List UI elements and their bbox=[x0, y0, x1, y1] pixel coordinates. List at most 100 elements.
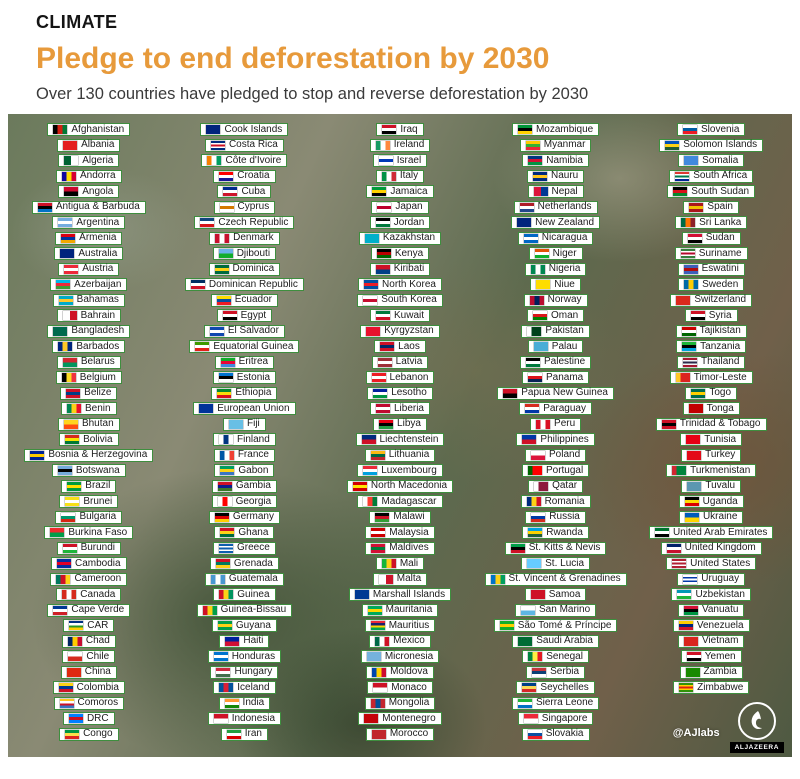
country-chip: Malaysia bbox=[365, 526, 435, 539]
country-name: Egypt bbox=[240, 309, 267, 321]
country-chip: Mongolia bbox=[364, 696, 436, 710]
country-name: Equatorial Guinea bbox=[213, 340, 294, 352]
flag-icon bbox=[380, 342, 395, 351]
flag-icon bbox=[525, 404, 540, 413]
country-name: Brazil bbox=[85, 480, 111, 491]
country-chip: Barbados bbox=[52, 340, 126, 353]
country-chip: Nepal bbox=[527, 185, 584, 198]
country-name: Kiribati bbox=[393, 263, 425, 274]
country-name: Slovakia bbox=[545, 728, 584, 739]
flag-icon bbox=[367, 605, 382, 615]
country-name: Canada bbox=[80, 588, 116, 600]
country-chip: Syria bbox=[684, 309, 738, 322]
country-chip: Congo bbox=[59, 727, 119, 741]
country-chip: St. Vincent & Grenadines bbox=[484, 572, 627, 586]
country-chip: Botswana bbox=[51, 464, 126, 477]
country-chip: Ukraine bbox=[678, 510, 744, 524]
country-chip: Myanmar bbox=[519, 138, 592, 152]
country-name: Kazakhstan bbox=[382, 232, 436, 243]
country-chip: Austria bbox=[58, 262, 120, 276]
flag-icon bbox=[675, 171, 690, 181]
country-chip: Thailand bbox=[677, 355, 746, 369]
flag-icon bbox=[219, 450, 234, 460]
country-chip: Iran bbox=[220, 727, 268, 741]
country-chip: Antigua & Barbuda bbox=[31, 200, 146, 214]
country-chip: Cambodia bbox=[51, 557, 127, 570]
country-chip: Haiti bbox=[219, 634, 270, 648]
country-chip: Jordan bbox=[369, 216, 431, 229]
flag-icon bbox=[682, 342, 697, 351]
flag-icon bbox=[216, 295, 231, 305]
country-name: Kenya bbox=[394, 247, 424, 259]
country-name: Hungary bbox=[234, 666, 273, 677]
flag-icon bbox=[686, 652, 701, 661]
flag-icon bbox=[215, 233, 230, 243]
country-name: Bosnia & Herzegovina bbox=[48, 449, 148, 460]
country-chip: Cuba bbox=[217, 185, 272, 198]
country-chip: Trinidad & Tobago bbox=[655, 417, 767, 431]
country-name: Bolivia bbox=[83, 433, 113, 445]
country-name: Georgia bbox=[235, 495, 272, 507]
country-name: Costa Rica bbox=[228, 139, 278, 150]
country-chip: United Arab Emirates bbox=[648, 526, 774, 539]
country-chip: Dominican Republic bbox=[184, 278, 304, 291]
flag-icon bbox=[64, 264, 79, 274]
country-chip: Pakistan bbox=[521, 324, 590, 338]
country-name: Namibia bbox=[546, 154, 583, 166]
country-name: Marshall Islands bbox=[372, 588, 446, 600]
country-chip: Philippines bbox=[516, 433, 595, 446]
country-column-1: Afghanistan Albania Algeria Andorra Angola An… bbox=[11, 123, 167, 757]
background-photo: Afghanistan Albania Algeria Andorra Angola An… bbox=[8, 114, 792, 757]
flag-icon bbox=[517, 218, 532, 227]
flag-icon bbox=[225, 636, 240, 646]
flag-icon bbox=[65, 497, 80, 506]
country-name: Saudi Arabia bbox=[536, 635, 593, 646]
country-chip: Grenada bbox=[209, 557, 279, 570]
country-name: São Tomé & Príncipe bbox=[517, 619, 612, 631]
country-column-4: Mozambique Myanmar Namibia Nauru Nepal Nether… bbox=[478, 123, 634, 757]
country-name: Botswana bbox=[75, 464, 120, 476]
country-chip: Iceland bbox=[213, 681, 276, 694]
country-name: Nicaragua bbox=[541, 232, 588, 243]
country-chip: Australia bbox=[54, 247, 124, 260]
country-name: Bangladesh bbox=[71, 325, 125, 336]
flag-icon bbox=[510, 543, 525, 553]
country-name: European Union bbox=[217, 402, 290, 414]
country-name: South Africa bbox=[693, 170, 748, 181]
country-name: Portugal bbox=[545, 464, 584, 476]
country-name: Mongolia bbox=[388, 697, 430, 708]
flag-icon bbox=[684, 497, 699, 506]
country-chip: Albania bbox=[57, 138, 121, 152]
flag-icon bbox=[229, 419, 243, 429]
flag-icon bbox=[213, 714, 228, 723]
country-name: Eswatini bbox=[701, 263, 739, 274]
country-chip: Samoa bbox=[524, 588, 587, 601]
flag-icon bbox=[220, 357, 235, 367]
country-name: Malta bbox=[396, 573, 422, 584]
country-name: Syria bbox=[708, 309, 732, 321]
flag-icon bbox=[220, 466, 235, 475]
country-chip: Somalia bbox=[678, 154, 745, 167]
country-chip: Tuvalu bbox=[681, 479, 742, 493]
country-chip: Nauru bbox=[526, 169, 585, 183]
country-chip: Guinea bbox=[213, 588, 276, 601]
country-chip: Guinea-Bissau bbox=[196, 603, 293, 617]
country-chip: United Kingdom bbox=[660, 541, 762, 555]
flag-icon bbox=[376, 249, 391, 258]
flag-icon bbox=[525, 140, 540, 150]
country-chip: Fiji bbox=[223, 417, 266, 431]
flag-icon bbox=[366, 326, 381, 336]
flag-icon bbox=[683, 636, 698, 646]
country-name: France bbox=[237, 449, 269, 460]
country-name: San Marino bbox=[539, 604, 591, 615]
country-name: Israel bbox=[396, 154, 422, 166]
country-chip: Montenegro bbox=[358, 712, 442, 725]
flag-icon bbox=[375, 311, 390, 320]
flag-icon bbox=[223, 187, 238, 196]
flag-icon bbox=[190, 280, 205, 289]
country-name: Estonia bbox=[236, 371, 271, 383]
country-name: Niue bbox=[554, 278, 575, 290]
country-name: Ecuador bbox=[234, 294, 273, 305]
country-name: Angola bbox=[82, 185, 114, 197]
flag-icon bbox=[371, 543, 386, 553]
